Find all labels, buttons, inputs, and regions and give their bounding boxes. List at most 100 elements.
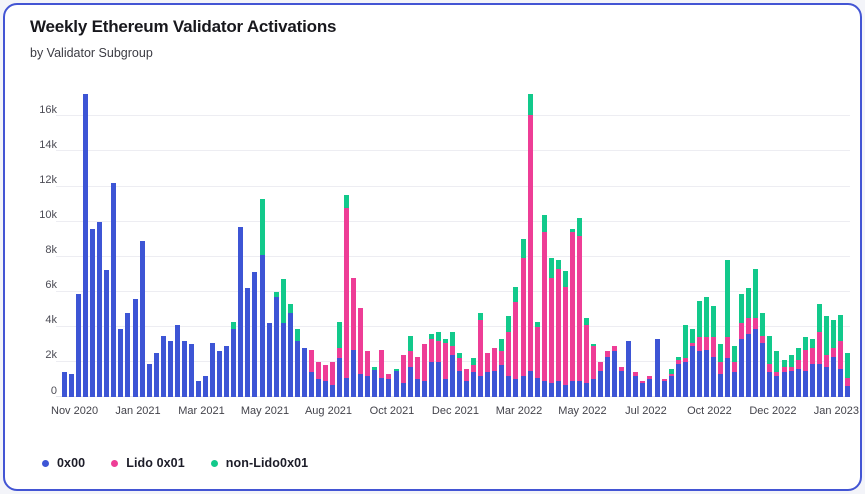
bar-week-15[interactable] [160,335,166,397]
bar-week-85[interactable] [654,339,660,397]
bar-week-31[interactable] [273,291,279,397]
bar-week-39[interactable] [330,361,336,397]
bar-week-29[interactable] [259,198,265,397]
bar-week-2[interactable] [69,374,75,397]
bar-week-27[interactable] [245,288,251,397]
bar-week-75[interactable] [584,318,589,397]
bar-week-69[interactable] [541,214,547,397]
bar-week-101[interactable] [767,335,773,397]
bar-week-68[interactable] [534,321,540,397]
bar-week-86[interactable] [661,379,667,397]
bar-week-20[interactable] [196,381,202,397]
bar-week-97[interactable] [739,293,745,397]
bar-week-17[interactable] [174,325,180,397]
bar-week-51[interactable] [414,356,420,397]
bar-week-112[interactable] [845,353,850,397]
bar-week-90[interactable] [689,328,695,397]
legend-item-lido-0x01[interactable]: Lido 0x01 [111,456,185,470]
bar-week-73[interactable] [569,228,575,397]
bar-week-36[interactable] [308,349,314,397]
bar-week-11[interactable] [132,298,138,397]
bar-week-72[interactable] [562,270,568,397]
bar-week-89[interactable] [682,325,688,397]
bar-week-65[interactable] [513,286,519,397]
bar-week-74[interactable] [576,218,582,397]
bar-week-103[interactable] [781,360,787,397]
bar-week-94[interactable] [718,344,724,397]
bar-week-56[interactable] [449,332,455,397]
bar-week-77[interactable] [598,361,604,397]
bar-week-24[interactable] [224,346,230,397]
bar-week-88[interactable] [675,356,681,397]
bar-week-49[interactable] [400,354,406,397]
legend-item-0x00[interactable]: 0x00 [42,456,85,470]
bar-week-10[interactable] [125,312,131,397]
bar-week-25[interactable] [231,321,237,397]
bar-week-70[interactable] [548,258,554,397]
bar-week-104[interactable] [788,354,794,397]
bar-week-13[interactable] [146,363,152,397]
bar-week-48[interactable] [393,368,399,397]
bar-week-21[interactable] [203,375,209,397]
bar-week-32[interactable] [280,279,286,397]
bar-week-26[interactable] [238,226,244,397]
bar-week-110[interactable] [830,319,836,397]
bar-week-18[interactable] [181,340,187,397]
bar-week-3[interactable] [76,293,82,397]
bar-week-34[interactable] [294,328,300,397]
bar-week-47[interactable] [386,374,392,397]
bar-week-111[interactable] [837,314,843,397]
bar-week-40[interactable] [337,321,343,397]
bar-week-30[interactable] [266,323,272,397]
bar-week-83[interactable] [640,381,646,397]
bar-week-81[interactable] [626,340,632,397]
bar-week-57[interactable] [457,353,463,397]
bar-week-33[interactable] [287,304,293,397]
bar-week-22[interactable] [210,342,216,397]
bar-week-62[interactable] [492,347,498,397]
bar-week-50[interactable] [407,335,413,397]
bar-week-9[interactable] [118,328,124,397]
bar-week-16[interactable] [167,340,173,397]
bar-week-71[interactable] [555,260,561,397]
bar-week-35[interactable] [301,347,307,397]
bar-week-52[interactable] [421,344,427,397]
bar-week-28[interactable] [252,272,258,397]
bar-week-8[interactable] [111,182,117,397]
bar-week-12[interactable] [139,240,145,397]
bar-week-1[interactable] [62,371,67,397]
bar-week-23[interactable] [217,351,223,397]
bar-week-5[interactable] [90,228,96,397]
bar-week-54[interactable] [435,332,441,397]
bar-week-58[interactable] [464,368,470,397]
bar-week-38[interactable] [323,365,328,397]
bar-week-44[interactable] [365,351,371,397]
bar-week-78[interactable] [605,351,611,397]
bar-week-98[interactable] [746,288,752,397]
bar-week-53[interactable] [428,333,434,397]
bar-week-106[interactable] [802,337,808,397]
bar-week-61[interactable] [485,353,491,397]
bar-week-4[interactable] [83,93,89,397]
bar-week-76[interactable] [591,344,597,397]
bar-week-66[interactable] [520,239,526,397]
bar-week-79[interactable] [612,346,618,397]
bar-week-6[interactable] [97,221,103,397]
legend-item-non-lido-0x01[interactable]: non-Lido0x01 [210,456,308,470]
bar-week-42[interactable] [351,277,357,397]
bar-week-46[interactable] [379,349,385,397]
bar-week-7[interactable] [104,269,110,397]
bar-week-100[interactable] [760,312,766,397]
bar-week-92[interactable] [703,297,709,397]
bar-week-95[interactable] [725,260,731,397]
bar-week-64[interactable] [506,316,512,397]
bar-week-87[interactable] [668,368,674,397]
bar-week-107[interactable] [809,339,815,397]
bar-week-14[interactable] [153,353,159,397]
bar-week-60[interactable] [478,312,484,397]
bar-week-109[interactable] [823,316,829,397]
bar-week-99[interactable] [753,268,759,397]
bar-week-80[interactable] [619,367,625,397]
bar-week-108[interactable] [816,304,822,397]
bar-week-105[interactable] [795,347,801,397]
